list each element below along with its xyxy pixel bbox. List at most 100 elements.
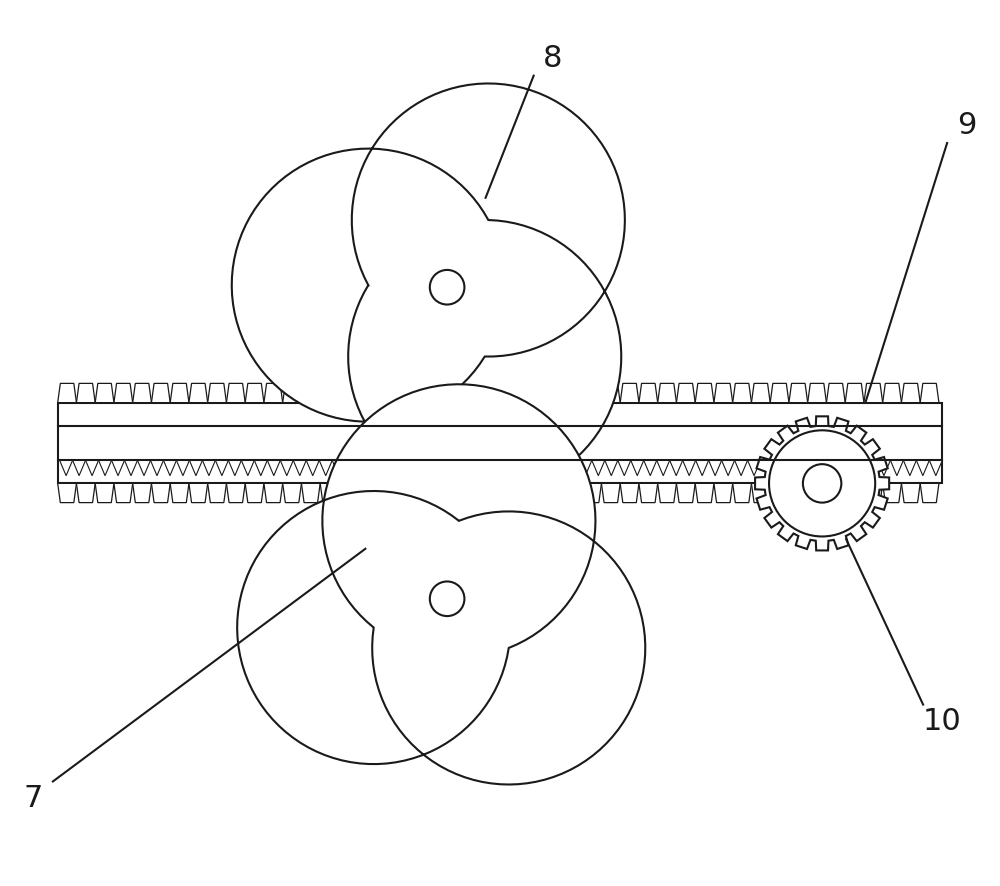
Polygon shape (322, 162, 572, 412)
Polygon shape (58, 384, 76, 402)
Polygon shape (755, 416, 889, 550)
Polygon shape (73, 461, 86, 476)
Polygon shape (176, 461, 189, 476)
Polygon shape (527, 461, 540, 476)
Polygon shape (658, 484, 676, 502)
Polygon shape (883, 484, 901, 502)
Polygon shape (592, 461, 605, 476)
Polygon shape (748, 461, 761, 476)
Polygon shape (851, 461, 864, 476)
Polygon shape (264, 484, 283, 502)
Polygon shape (228, 461, 241, 476)
Polygon shape (376, 484, 395, 502)
Polygon shape (696, 461, 709, 476)
Polygon shape (395, 484, 414, 502)
Circle shape (343, 183, 552, 392)
Polygon shape (770, 384, 789, 402)
Polygon shape (283, 384, 301, 402)
Polygon shape (245, 384, 264, 402)
Polygon shape (620, 384, 639, 402)
Text: 10: 10 (923, 707, 962, 736)
Polygon shape (618, 461, 631, 476)
Polygon shape (877, 461, 890, 476)
Polygon shape (800, 461, 812, 476)
Text: 8: 8 (543, 44, 563, 73)
Polygon shape (451, 484, 470, 502)
Polygon shape (436, 461, 449, 476)
Polygon shape (770, 484, 789, 502)
Polygon shape (358, 484, 376, 502)
Polygon shape (751, 384, 770, 402)
Polygon shape (376, 384, 395, 402)
Bar (58, 402, 942, 484)
Polygon shape (99, 461, 112, 476)
Polygon shape (345, 461, 358, 476)
Polygon shape (789, 484, 808, 502)
Polygon shape (695, 384, 714, 402)
Polygon shape (761, 461, 774, 476)
Polygon shape (920, 384, 939, 402)
Polygon shape (58, 484, 76, 502)
Polygon shape (414, 484, 433, 502)
Polygon shape (245, 484, 264, 502)
Polygon shape (76, 484, 95, 502)
Polygon shape (462, 461, 475, 476)
Polygon shape (320, 484, 339, 502)
Polygon shape (470, 384, 489, 402)
Polygon shape (137, 461, 150, 476)
Polygon shape (826, 484, 845, 502)
Polygon shape (751, 484, 770, 502)
Polygon shape (825, 461, 838, 476)
Polygon shape (733, 384, 751, 402)
Polygon shape (526, 384, 545, 402)
Polygon shape (787, 461, 800, 476)
Polygon shape (508, 484, 526, 502)
Polygon shape (489, 384, 508, 402)
Polygon shape (358, 384, 376, 402)
Circle shape (803, 464, 841, 502)
Polygon shape (526, 484, 545, 502)
Polygon shape (237, 385, 645, 784)
Polygon shape (114, 484, 133, 502)
Polygon shape (514, 461, 527, 476)
Polygon shape (508, 384, 526, 402)
Polygon shape (714, 484, 733, 502)
Polygon shape (929, 461, 942, 476)
Polygon shape (371, 461, 384, 476)
Polygon shape (322, 474, 572, 724)
Polygon shape (358, 461, 371, 476)
Polygon shape (657, 461, 670, 476)
Polygon shape (86, 461, 99, 476)
Polygon shape (301, 484, 320, 502)
Polygon shape (150, 461, 163, 476)
Polygon shape (774, 461, 787, 476)
Text: 9: 9 (957, 111, 976, 140)
Polygon shape (903, 461, 916, 476)
Polygon shape (644, 461, 657, 476)
Polygon shape (545, 484, 564, 502)
Polygon shape (189, 484, 208, 502)
Polygon shape (208, 484, 226, 502)
Polygon shape (845, 384, 864, 402)
Polygon shape (639, 384, 658, 402)
Polygon shape (133, 384, 151, 402)
Polygon shape (501, 461, 514, 476)
Polygon shape (488, 461, 501, 476)
Circle shape (343, 494, 552, 703)
Polygon shape (564, 484, 583, 502)
Polygon shape (226, 484, 245, 502)
Polygon shape (583, 484, 601, 502)
Polygon shape (676, 484, 695, 502)
Polygon shape (920, 484, 939, 502)
Polygon shape (658, 384, 676, 402)
Polygon shape (620, 484, 639, 502)
Polygon shape (639, 484, 658, 502)
Polygon shape (449, 461, 462, 476)
Polygon shape (540, 461, 553, 476)
Polygon shape (433, 384, 451, 402)
Circle shape (769, 431, 875, 536)
Polygon shape (410, 461, 423, 476)
Polygon shape (339, 484, 358, 502)
Polygon shape (339, 384, 358, 402)
Polygon shape (232, 83, 625, 494)
